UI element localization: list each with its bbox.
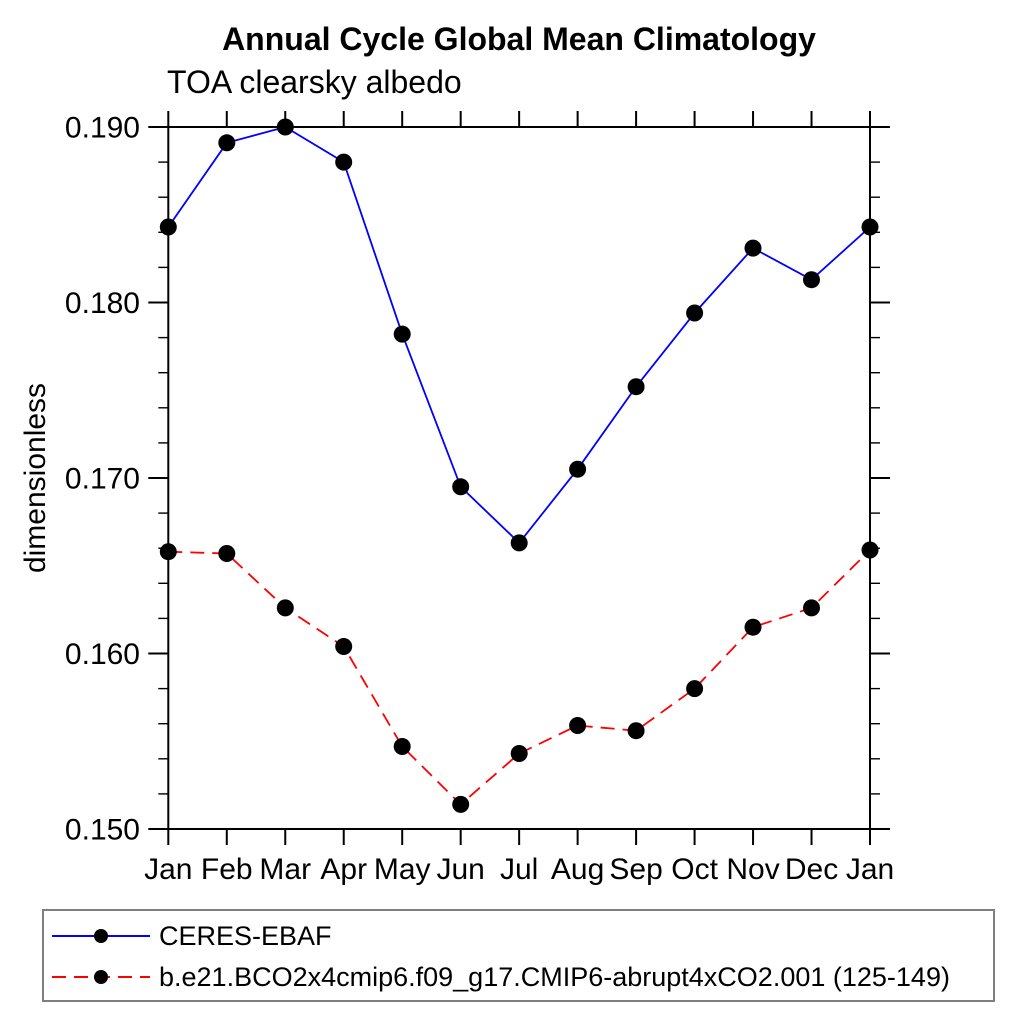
x-axis-ticks (167, 111, 871, 845)
data-point-marker (335, 638, 353, 655)
x-tick-label: Oct (671, 853, 718, 886)
data-point-marker (335, 153, 353, 171)
data-point-marker (803, 271, 820, 289)
y-tick-labels: 0.150 0.160 0.170 0.180 0.190 (65, 112, 140, 847)
series-markers-0 (159, 118, 879, 552)
solid-line-marker-icon (49, 922, 153, 950)
data-point-marker (569, 460, 587, 478)
data-point-marker (452, 795, 470, 813)
series-line-0 (167, 126, 871, 545)
data-point-marker (803, 599, 820, 617)
x-tick-labels: Jan Feb Mar Apr May Jun Jul Aug Sep Oct Nov Dec Jan (144, 853, 894, 886)
data-point-marker (861, 218, 879, 236)
axis-frame (167, 126, 872, 830)
data-point-marker (627, 378, 645, 396)
x-tick-label: Nov (726, 853, 779, 886)
data-point-marker (569, 717, 587, 734)
data-point-marker (393, 325, 411, 343)
chart-title: Annual Cycle Global Mean Climatology (222, 21, 816, 57)
x-tick-label: Jan (846, 853, 894, 886)
data-point-marker (276, 599, 294, 617)
dashed-line-marker-icon (49, 963, 153, 991)
x-tick-label: Jul (500, 853, 538, 886)
y-axis-major-ticks (148, 126, 890, 830)
data-point-marker (510, 534, 528, 552)
x-tick-label: Feb (201, 853, 253, 886)
y-tick-label: 0.160 (65, 638, 140, 671)
x-tick-label: Aug (551, 853, 604, 886)
data-point-marker (627, 722, 645, 740)
data-point-marker (452, 478, 470, 496)
y-tick-label: 0.190 (65, 112, 140, 145)
legend-box: CERES-EBAF b.e21.BCO2x4cmip6.f09_g17.CMIP… (42, 909, 995, 1002)
series-line-1 (168, 549, 871, 806)
y-tick-label: 0.150 (65, 814, 140, 847)
x-tick-label: Apr (320, 853, 367, 886)
x-tick-label: Dec (785, 853, 838, 886)
data-point-marker (393, 738, 411, 755)
y-tick-label: 0.170 (65, 463, 140, 496)
data-point-marker (744, 239, 762, 257)
data-point-marker (744, 618, 762, 636)
data-point-marker (686, 680, 704, 698)
legend-entry-1: b.e21.BCO2x4cmip6.f09_g17.CMIP6-abrupt4x… (49, 961, 950, 992)
series-path (167, 126, 871, 545)
data-point-marker (276, 118, 294, 136)
data-point-marker (159, 543, 177, 561)
y-axis-minor-ticks (158, 161, 880, 795)
data-point-marker (218, 545, 236, 562)
x-tick-label: Jun (436, 853, 484, 886)
series-markers-1 (159, 541, 879, 813)
data-point-marker (510, 745, 528, 762)
y-tick-label: 0.180 (65, 287, 140, 320)
x-tick-label: Sep (609, 853, 662, 886)
legend-entry-0: CERES-EBAF (49, 920, 332, 951)
x-tick-label: Mar (259, 853, 311, 886)
data-point-marker (861, 541, 879, 559)
x-tick-label: Jan (144, 853, 192, 886)
data-point-marker (159, 218, 177, 236)
legend-label: b.e21.BCO2x4cmip6.f09_g17.CMIP6-abrupt4x… (159, 961, 950, 992)
data-point-marker (218, 134, 236, 152)
series-path (168, 549, 871, 806)
data-point-marker (686, 304, 704, 322)
legend-label: CERES-EBAF (159, 920, 332, 951)
chart-subtitle: TOA clearsky albedo (167, 64, 462, 100)
x-tick-label: May (374, 853, 431, 886)
